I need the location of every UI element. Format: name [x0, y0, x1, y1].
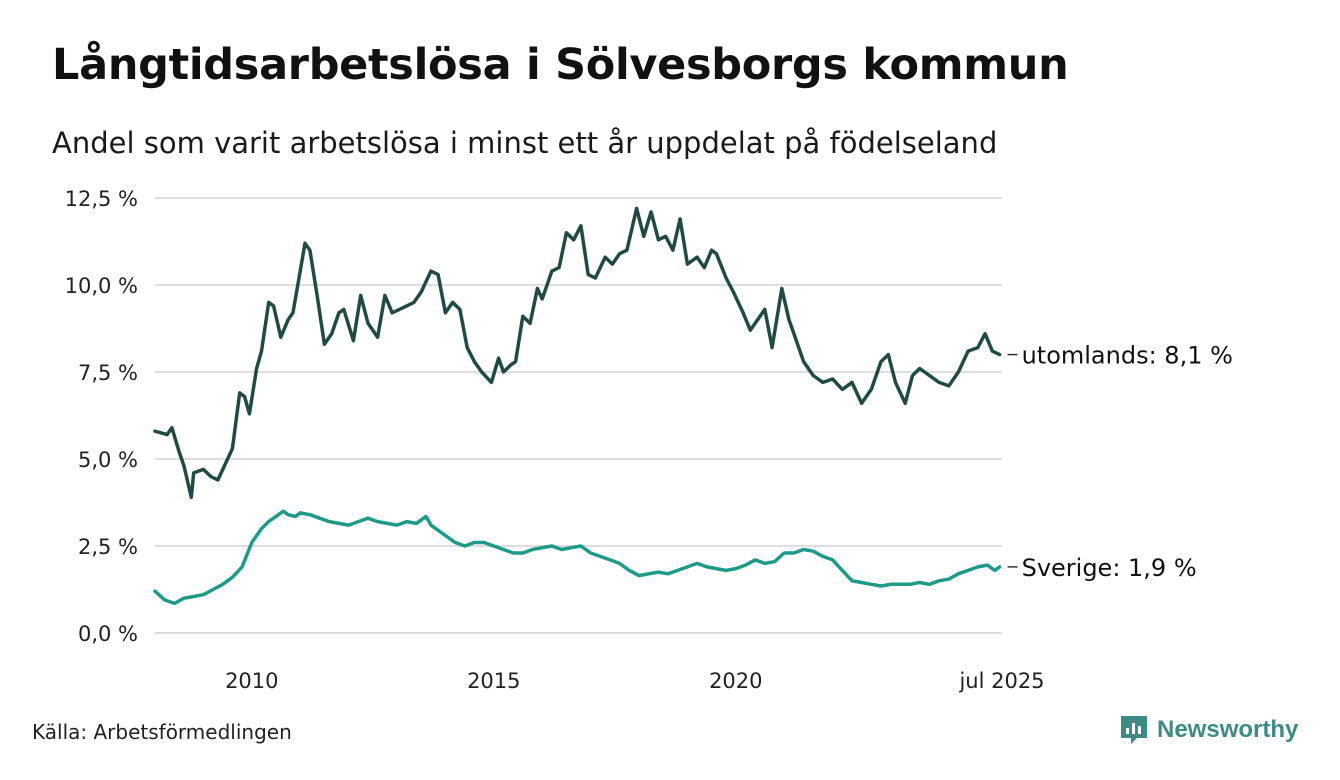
y-tick-label: 0,0 % — [78, 622, 138, 646]
y-tick-label: 7,5 % — [78, 361, 138, 385]
chart-title: Långtidsarbetslösa i Sölvesborgs kommun — [52, 40, 1069, 90]
x-tick-label: jul 2025 — [958, 669, 1044, 693]
y-axis: 0,0 % 2,5 % 5,0 % 7,5 % 10,0 % 12,5 % — [65, 187, 138, 646]
y-tick-label: 2,5 % — [78, 535, 138, 559]
gridlines — [155, 197, 1002, 634]
x-tick-label: 2015 — [467, 669, 520, 693]
series-lines — [153, 206, 1002, 606]
brand-logo: Newsworthy — [1119, 714, 1298, 746]
end-label-utomlands: utomlands: 8,1 % — [1022, 342, 1233, 370]
y-tick-label: 5,0 % — [78, 448, 138, 472]
x-tick-label: 2010 — [225, 669, 278, 693]
newsworthy-logo-icon — [1121, 716, 1147, 744]
x-tick-label: 2020 — [709, 669, 762, 693]
x-axis: 2010 2015 2020 jul 2025 — [225, 669, 1044, 693]
y-tick-label: 10,0 % — [65, 274, 138, 298]
chart-subtitle: Andel som varit arbetslösa i minst ett å… — [52, 126, 998, 160]
series-line-utomlands — [153, 206, 1002, 500]
source-note: Källa: Arbetsförmedlingen — [32, 720, 292, 744]
brand-name: Newsworthy — [1157, 716, 1299, 743]
end-label-sverige: Sverige: 1,9 % — [1022, 554, 1197, 582]
series-line-sverige — [153, 509, 1002, 606]
y-tick-label: 12,5 % — [65, 187, 138, 211]
end-labels: utomlands: 8,1 % Sverige: 1,9 % — [1007, 342, 1233, 582]
